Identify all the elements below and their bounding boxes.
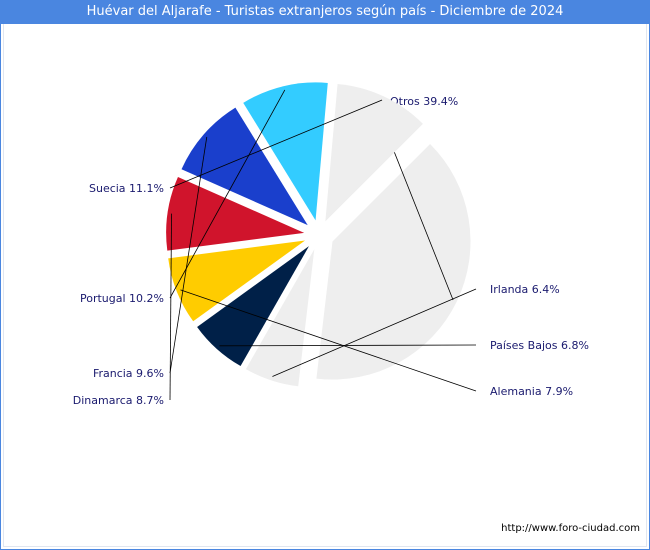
slice-suecia xyxy=(325,83,423,222)
chart-area xyxy=(3,24,647,547)
slice-portugal xyxy=(243,82,328,221)
leader-line-irlanda xyxy=(272,288,477,377)
leader-line-francia xyxy=(169,136,208,374)
slice-otros xyxy=(316,143,471,380)
slice-francia xyxy=(181,107,308,226)
label-irlanda: Irlanda 6.4% xyxy=(490,283,560,296)
label-pa-ses-bajos: Países Bajos 6.8% xyxy=(490,339,589,352)
label-otros: Otros 39.4% xyxy=(390,95,458,108)
slice-dinamarca xyxy=(166,177,305,251)
label-dinamarca: Dinamarca 8.7% xyxy=(73,394,164,407)
slice-irlanda xyxy=(245,249,315,387)
slice-alemania xyxy=(168,240,306,322)
slice-pa-ses-bajos xyxy=(197,246,309,367)
label-francia: Francia 9.6% xyxy=(93,367,164,380)
label-suecia: Suecia 11.1% xyxy=(89,182,164,195)
chart-title: Huévar del Aljarafe - Turistas extranjer… xyxy=(0,0,650,24)
label-alemania: Alemania 7.9% xyxy=(490,385,573,398)
source-url[interactable]: http://www.foro-ciudad.com xyxy=(501,523,640,534)
leader-line-portugal xyxy=(169,89,286,299)
leader-line-suecia xyxy=(169,99,383,189)
leader-line-alemania xyxy=(180,289,477,392)
label-portugal: Portugal 10.2% xyxy=(80,292,164,305)
leader-line-pa-ses-bajos xyxy=(219,344,477,347)
